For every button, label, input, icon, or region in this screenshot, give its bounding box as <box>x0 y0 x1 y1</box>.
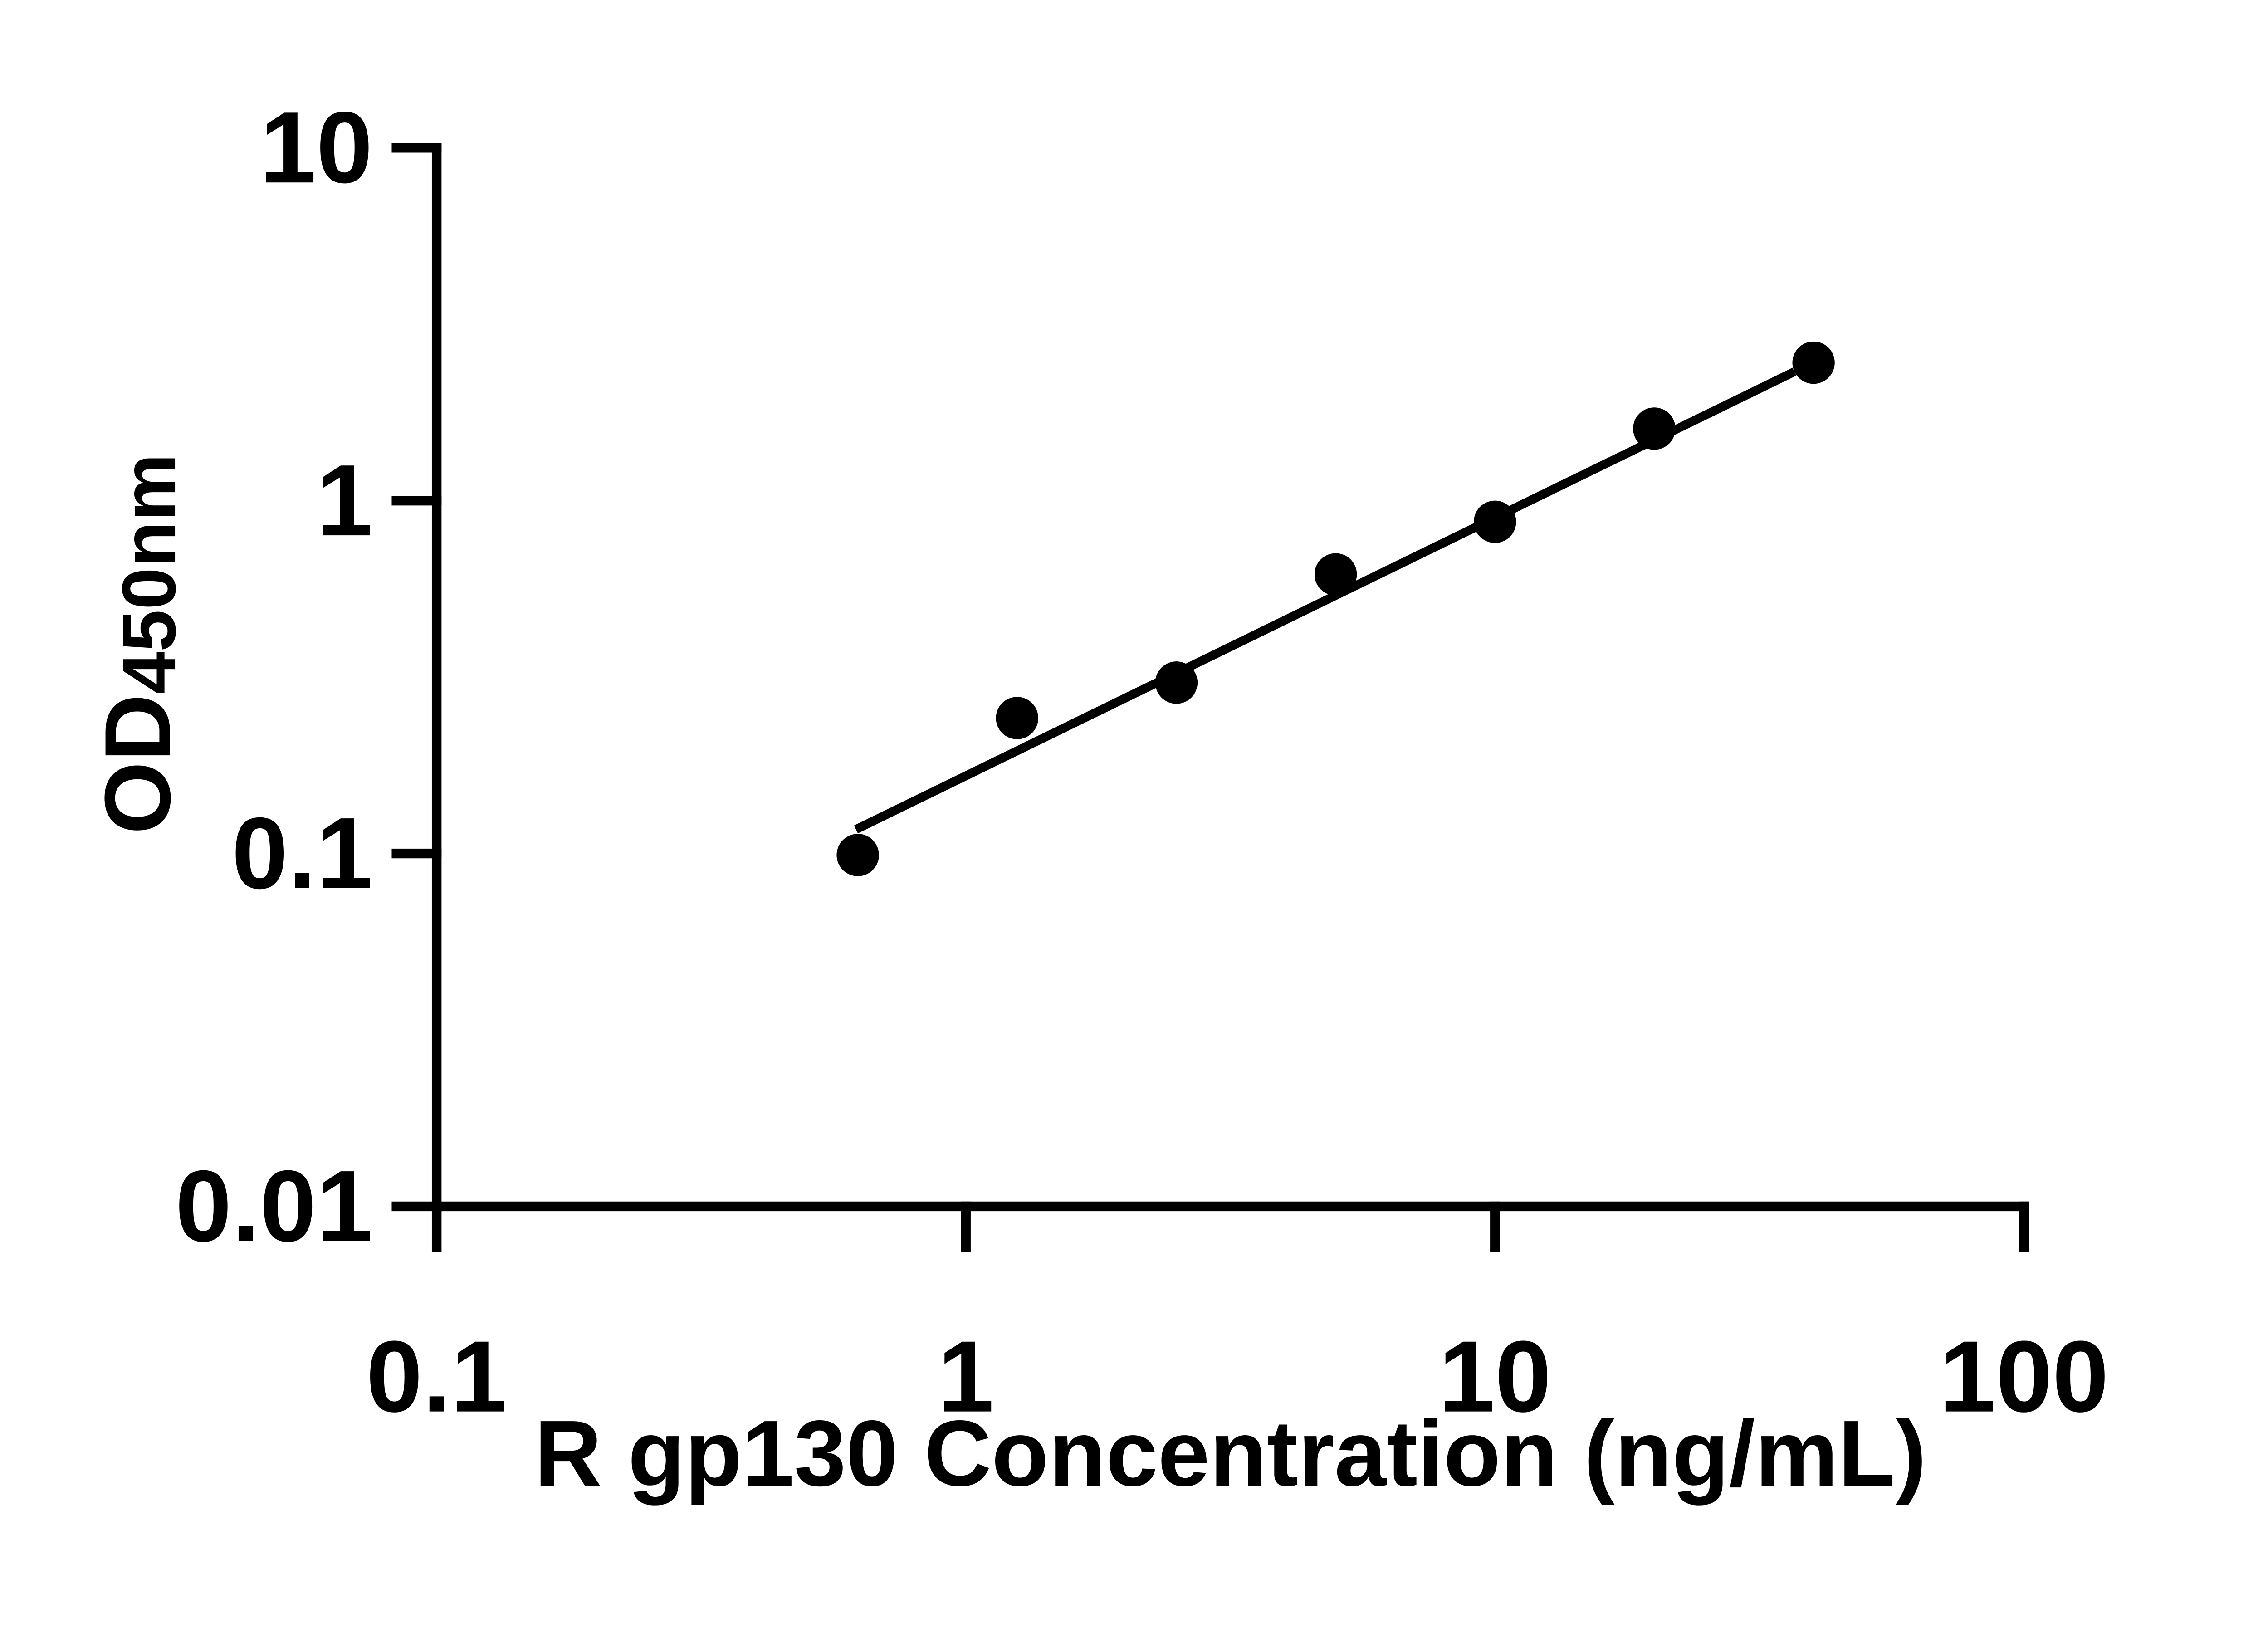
data-point <box>1474 500 1516 543</box>
data-point <box>1155 661 1198 704</box>
x-tick-label: 1 <box>938 1320 994 1433</box>
y-axis-title-main: OD <box>85 694 190 834</box>
y-axis-title-group: OD450nm <box>85 454 191 834</box>
x-tick-label: 100 <box>1940 1320 2109 1433</box>
trend-line <box>854 367 1797 834</box>
x-axis-title: R gp130 Concentration (ng/mL) <box>534 1401 1926 1506</box>
y-axis-title-subscript: 450nm <box>107 454 191 694</box>
data-point <box>996 697 1038 739</box>
y-tick-label: 1 <box>316 444 372 557</box>
data-point <box>836 834 879 876</box>
y-axis-title: OD450nm <box>85 454 191 834</box>
elisa-standard-curve-figure: 10 1 0.1 0.01 0.1 1 10 100 R gp130 Concentration… <box>85 91 2109 1506</box>
y-tick-label: 0.01 <box>175 1150 372 1263</box>
y-tick-label: 10 <box>260 91 373 204</box>
data-point <box>1633 407 1676 450</box>
x-tick-label: 10 <box>1438 1320 1551 1433</box>
data-point <box>1314 553 1357 596</box>
x-tick-label: 0.1 <box>366 1320 507 1433</box>
data-point <box>1792 341 1835 384</box>
y-tick-label: 0.1 <box>232 797 373 910</box>
